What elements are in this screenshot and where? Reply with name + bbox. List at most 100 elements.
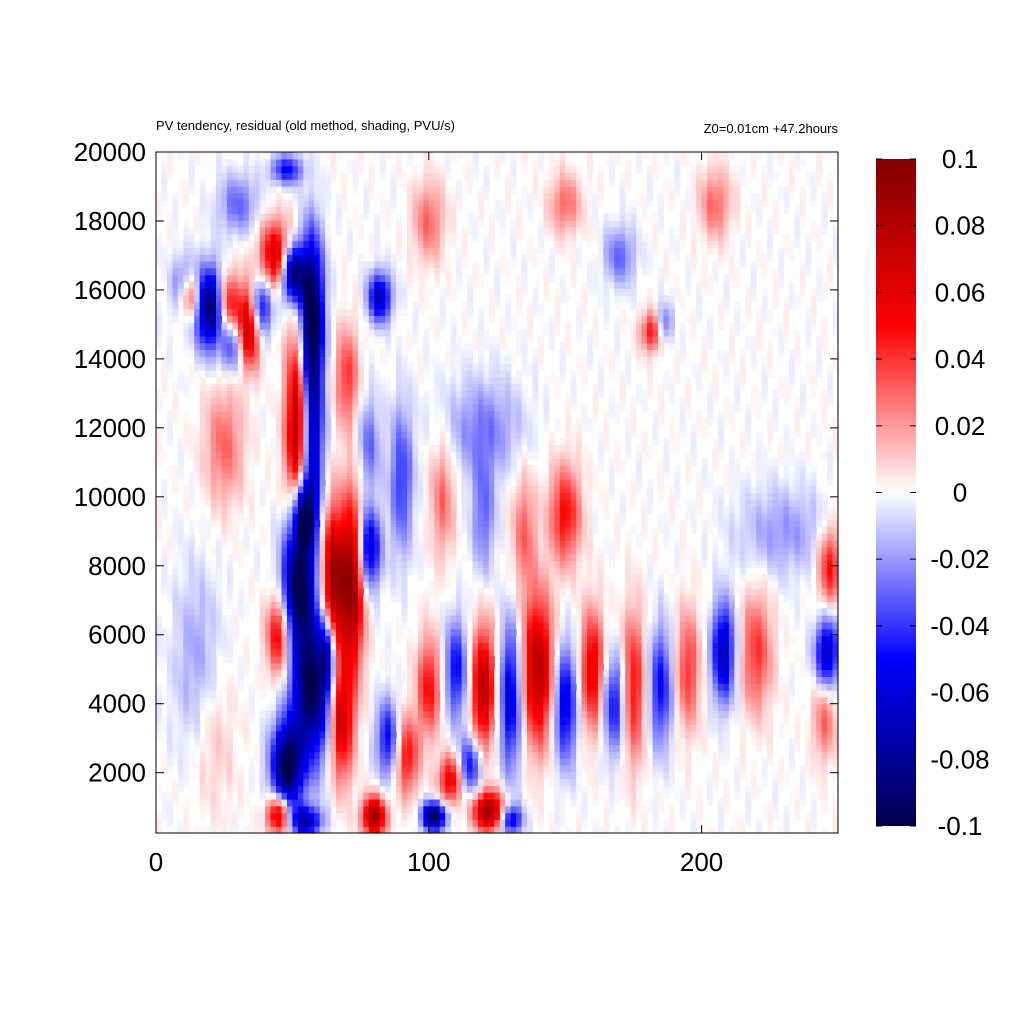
heatmap-cell [439, 812, 446, 820]
heatmap-cell [663, 512, 670, 521]
heatmap-cell [226, 703, 233, 712]
heatmap-cell [461, 764, 468, 773]
heatmap-cell [488, 519, 495, 528]
heatmap-cell [810, 792, 817, 800]
heatmap-cell [445, 826, 452, 834]
heatmap-cell [516, 758, 523, 766]
heatmap-cell [166, 594, 173, 603]
heatmap-cell [265, 771, 272, 780]
heatmap-cell [668, 703, 675, 712]
heatmap-cell [794, 724, 801, 732]
heatmap-cell [794, 744, 801, 752]
heatmap-cell [363, 615, 370, 623]
heatmap-cell [799, 574, 806, 582]
heatmap-cell [761, 628, 768, 637]
heatmap-cell [527, 689, 534, 698]
heatmap-cell [603, 512, 610, 521]
heatmap-cell [205, 751, 212, 759]
heatmap-cell [417, 553, 424, 562]
heatmap-cell [210, 792, 217, 800]
heatmap-cell [592, 798, 599, 807]
heatmap-cell [636, 771, 643, 780]
heatmap-cell [548, 506, 555, 514]
heatmap-cell [379, 710, 386, 718]
heatmap-cell [821, 764, 828, 773]
heatmap-cell [734, 683, 741, 691]
heatmap-cell [505, 649, 512, 657]
heatmap-cell [712, 758, 719, 766]
heatmap-cell [559, 567, 566, 575]
heatmap-cell [276, 553, 283, 562]
heatmap-cell [619, 601, 626, 609]
heatmap-cell [701, 615, 708, 623]
heatmap-cell [772, 560, 779, 569]
heatmap-cell [565, 560, 572, 569]
heatmap-cell [608, 628, 615, 637]
heatmap-cell [723, 587, 730, 596]
heatmap-cell [226, 696, 233, 705]
heatmap-cell [177, 649, 184, 657]
heatmap-cell [821, 540, 828, 548]
heatmap-cell [325, 778, 332, 786]
heatmap-cell [357, 601, 364, 609]
heatmap-cell [205, 730, 212, 739]
heatmap-cell [668, 649, 675, 657]
heatmap-cell [374, 512, 381, 521]
heatmap-cell [303, 689, 310, 698]
heatmap-cell [194, 635, 201, 643]
heatmap-cell [292, 655, 299, 664]
heatmap-cell [379, 526, 386, 534]
heatmap-cell [570, 574, 577, 582]
heatmap-cell [537, 812, 544, 820]
heatmap-cell [756, 512, 763, 521]
heatmap-cell [756, 689, 763, 698]
heatmap-cell [636, 724, 643, 732]
heatmap-cell [750, 717, 757, 725]
heatmap-cell [576, 587, 583, 596]
heatmap-cell [816, 581, 823, 589]
heatmap-cell [805, 574, 812, 582]
heatmap-cell [466, 819, 474, 827]
heatmap-cell [166, 655, 173, 664]
heatmap-cell [597, 758, 604, 766]
heatmap-cell [308, 553, 315, 562]
heatmap-cell [630, 724, 637, 732]
heatmap-cell [723, 696, 730, 705]
heatmap-cell [314, 683, 321, 691]
heatmap-cell [788, 792, 795, 800]
heatmap-cell [406, 696, 414, 705]
heatmap-cell [330, 553, 337, 562]
heatmap-cell [625, 696, 632, 705]
heatmap-cell [281, 724, 288, 732]
heatmap-cell [276, 737, 283, 746]
heatmap-cell [308, 737, 315, 746]
heatmap-cell [450, 696, 457, 705]
heatmap-cell [527, 805, 534, 814]
heatmap-cell [205, 710, 212, 718]
heatmap-cell [314, 567, 321, 575]
heatmap-cell [608, 730, 615, 739]
heatmap-cell [183, 621, 190, 630]
heatmap-cell [821, 546, 828, 555]
heatmap-cell [330, 608, 337, 616]
heatmap-cell [816, 533, 823, 541]
heatmap-cell [205, 642, 212, 650]
heatmap-cell [161, 506, 168, 514]
heatmap-cell [783, 560, 790, 569]
heatmap-cell [281, 601, 288, 609]
heatmap-cell [767, 724, 774, 732]
heatmap-cell [608, 744, 615, 752]
heatmap-cell [216, 642, 223, 650]
heatmap-cell [559, 662, 566, 671]
heatmap-cell [527, 567, 534, 575]
heatmap-cell [352, 819, 359, 827]
heatmap-cell [554, 730, 561, 739]
heatmap-cell [652, 608, 659, 616]
heatmap-cell [357, 703, 364, 712]
heatmap-cell [734, 710, 741, 718]
heatmap-cell [341, 676, 348, 684]
heatmap-cell [265, 703, 272, 712]
heatmap-cell [166, 683, 173, 691]
heatmap-cell [281, 560, 288, 569]
heatmap-cell [756, 560, 763, 569]
